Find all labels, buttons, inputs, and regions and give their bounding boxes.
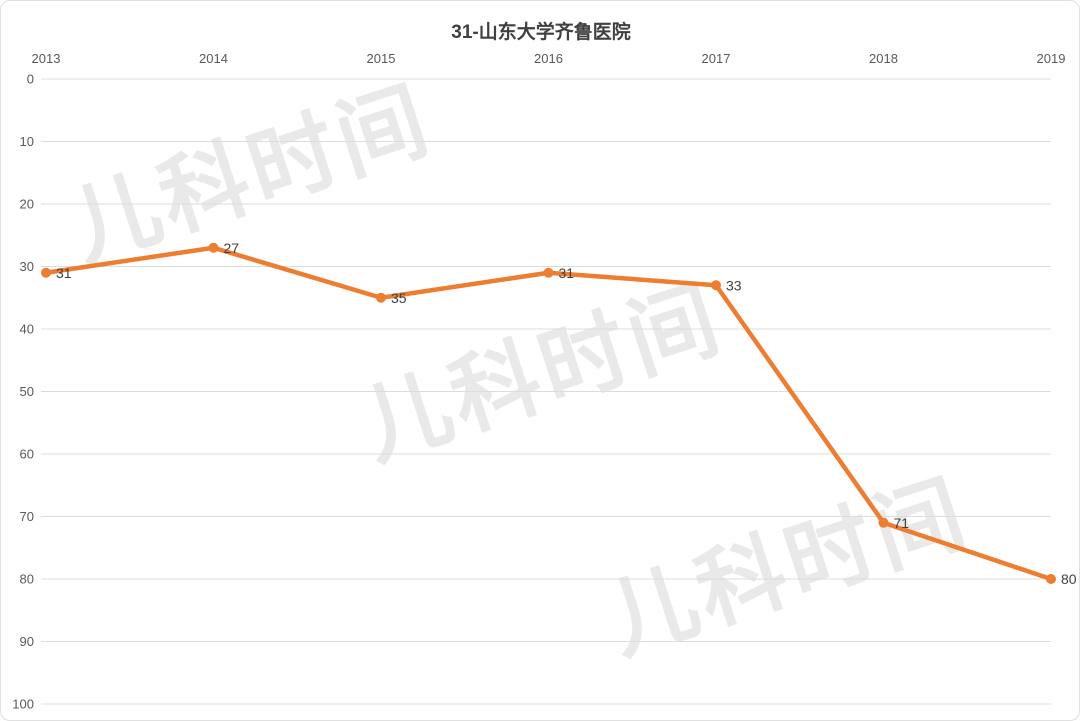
data-label: 27 <box>224 240 240 256</box>
x-axis-tick-label: 2014 <box>199 51 228 66</box>
y-axis-tick-label: 30 <box>20 259 34 274</box>
y-axis-tick-label: 0 <box>27 72 34 87</box>
data-label: 80 <box>1061 571 1077 587</box>
y-axis-tick-label: 40 <box>20 322 34 337</box>
y-axis-tick-label: 60 <box>20 447 34 462</box>
x-axis-tick-label: 2018 <box>869 51 898 66</box>
data-label: 33 <box>726 277 742 293</box>
x-axis-tick-label: 2017 <box>702 51 731 66</box>
data-point-marker <box>41 267 51 278</box>
x-axis-tick-label: 2015 <box>367 51 396 66</box>
data-label: 31 <box>559 265 575 281</box>
data-point-marker <box>878 517 889 528</box>
data-point-marker <box>711 280 721 291</box>
y-axis-tick-label: 70 <box>20 509 34 524</box>
data-point-marker <box>543 267 554 278</box>
x-axis-tick-label: 2013 <box>32 51 61 66</box>
data-label: 35 <box>391 290 407 306</box>
data-label: 31 <box>56 265 72 281</box>
data-point-marker <box>376 292 386 303</box>
y-axis-tick-label: 50 <box>20 384 34 399</box>
y-axis-tick-label: 100 <box>12 697 34 712</box>
data-point-marker <box>1046 574 1056 584</box>
x-axis-tick-label: 2016 <box>534 51 563 66</box>
y-axis-tick-label: 90 <box>20 634 34 649</box>
y-axis-tick-label: 80 <box>20 572 34 587</box>
x-axis-tick-label: 2019 <box>1037 51 1066 66</box>
y-axis-tick-label: 10 <box>20 134 34 149</box>
data-point-marker <box>208 242 219 253</box>
data-label: 71 <box>894 515 910 531</box>
y-axis-tick-label: 20 <box>20 197 34 212</box>
